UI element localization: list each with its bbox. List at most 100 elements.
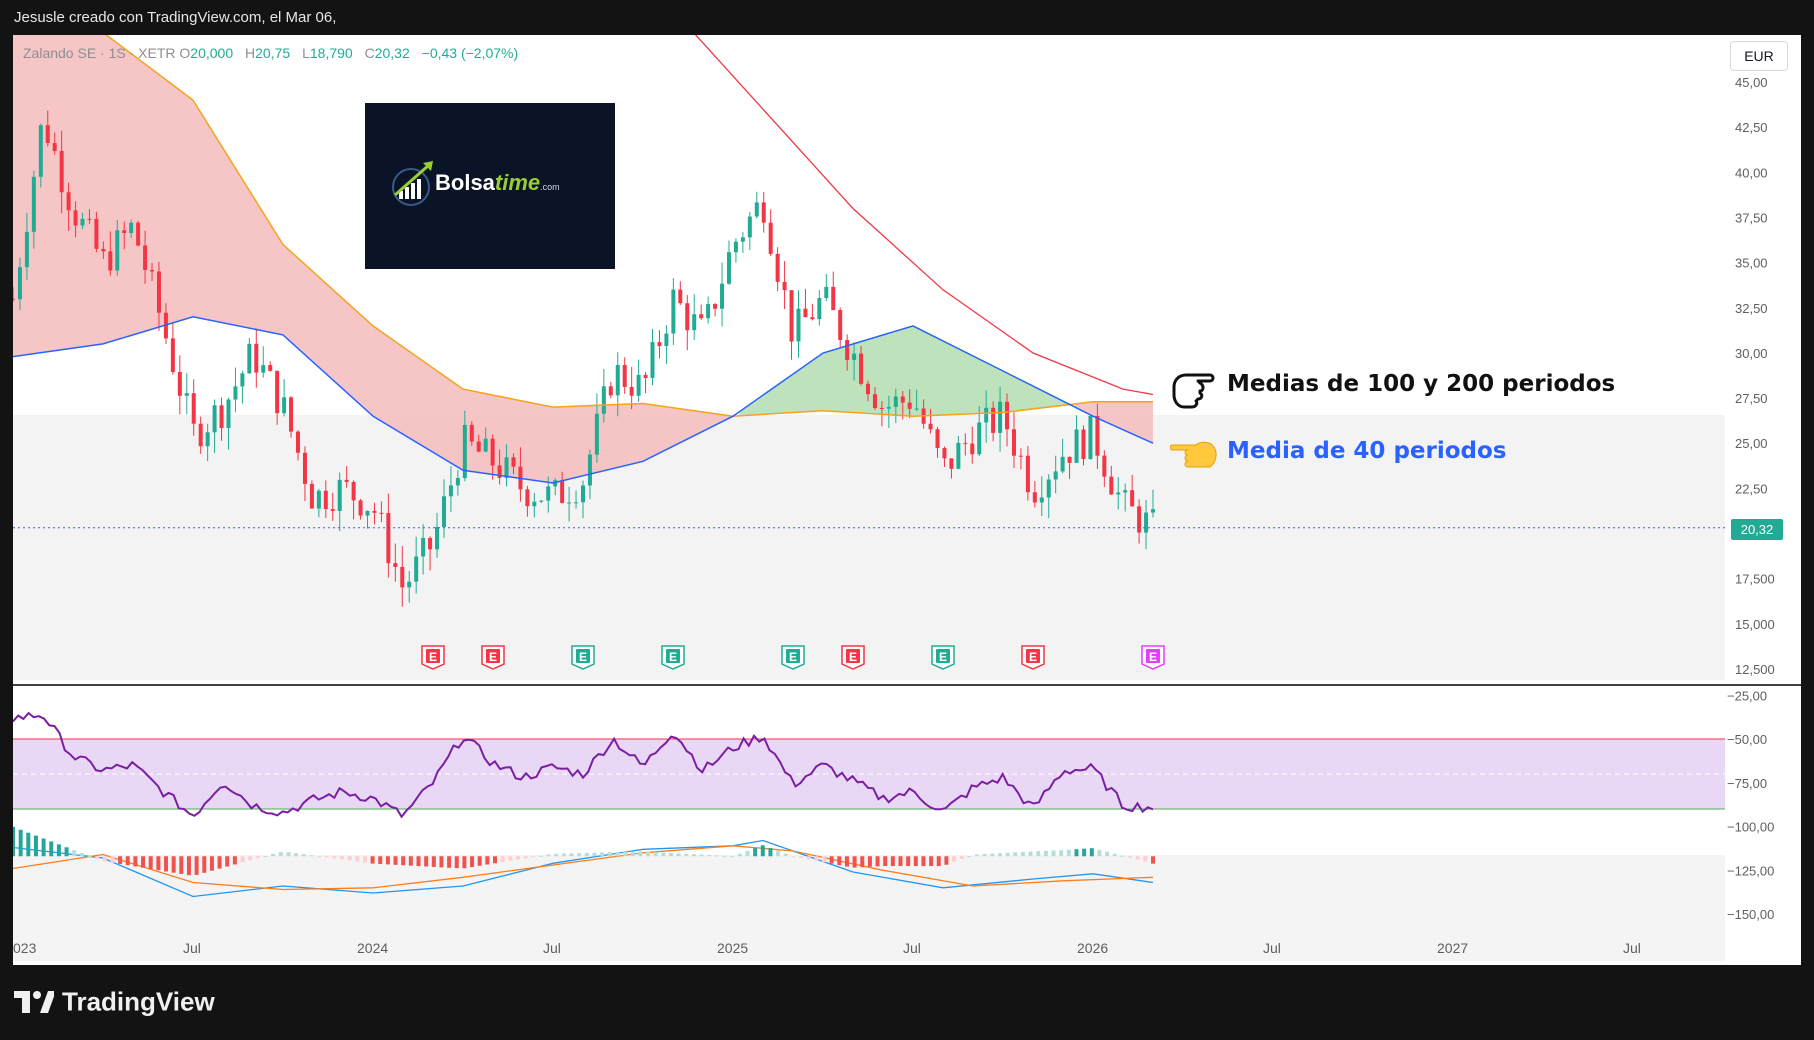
- macd-hist-bar: [13, 826, 15, 857]
- candle-body: [601, 386, 606, 414]
- chart-area[interactable]: 45,00 42,50 40,00 37,50 35,00 32,50 30,00 27,50…: [13, 35, 1801, 965]
- earnings-marker-label: E: [789, 650, 797, 664]
- macd-hist-bar: [248, 856, 253, 861]
- open-value: 20,000: [190, 45, 234, 61]
- earnings-marker[interactable]: E: [1021, 645, 1045, 670]
- macd-hist-bar: [72, 850, 77, 857]
- macd-hist-bar: [829, 856, 834, 864]
- time-tick-label: Jul: [1623, 940, 1641, 956]
- macd-hist-bar: [339, 856, 344, 860]
- macd-hist-bar: [64, 847, 69, 857]
- earnings-marker-label: E: [429, 650, 437, 664]
- earnings-marker[interactable]: E: [481, 645, 505, 670]
- macd-hist-bar: [523, 856, 528, 859]
- candle-body: [629, 386, 634, 396]
- candle-body: [441, 496, 446, 528]
- price-tick-label: 37,50: [1735, 211, 1768, 226]
- candle-body: [956, 442, 961, 469]
- currency-selector[interactable]: EUR: [1730, 41, 1788, 71]
- macd-hist-bar: [538, 855, 543, 857]
- last-price-label: 20,32: [1731, 519, 1783, 540]
- candle-body: [1039, 497, 1044, 503]
- bolsatime-logo: Bolsatime.com: [365, 103, 615, 269]
- candle-body: [511, 457, 516, 467]
- candle-body: [372, 510, 377, 513]
- candle-body: [761, 202, 766, 223]
- macd-hist-bar: [921, 856, 926, 867]
- macd-hist-bar: [278, 851, 283, 857]
- lines-layer: [13, 35, 1725, 898]
- low-label: L: [302, 45, 310, 61]
- macd-hist-bar: [1135, 856, 1140, 860]
- macd-hist-bar: [959, 856, 964, 859]
- candle-body: [1137, 506, 1142, 533]
- macd-hist-bar: [1013, 852, 1018, 857]
- candle-body: [574, 502, 579, 504]
- earnings-marker[interactable]: E: [781, 645, 805, 670]
- macd-hist-bar: [730, 856, 735, 858]
- macd-hist-bar: [852, 856, 857, 868]
- macd-hist-bar: [508, 856, 513, 861]
- earnings-marker-label: E: [579, 650, 587, 664]
- candle-body: [156, 271, 161, 313]
- price-tick-label: 45,00: [1735, 75, 1768, 90]
- macd-hist-bar: [638, 851, 643, 857]
- earnings-marker[interactable]: E: [931, 645, 955, 670]
- macd-hist-bar: [768, 847, 773, 857]
- oscillator-tick-label: −75,00: [1727, 776, 1767, 791]
- macd-hist-bar: [18, 829, 23, 857]
- candles-layer: [13, 110, 1155, 607]
- macd-hist-bar: [133, 856, 138, 867]
- earnings-marker-label: E: [939, 650, 947, 664]
- candle-body: [344, 479, 349, 482]
- candle-body: [817, 298, 822, 320]
- ma-fill-layer: [13, 35, 1153, 483]
- macd-hist-bar: [355, 856, 360, 862]
- macd-hist-bar: [936, 856, 941, 867]
- macd-hist-bar: [913, 856, 918, 867]
- candle-body: [671, 289, 676, 334]
- candle-body: [462, 424, 467, 479]
- candle-body: [775, 253, 780, 282]
- macd-hist-bar: [799, 856, 804, 858]
- ma40-line: [13, 316, 1154, 484]
- macd-hist-bar: [141, 856, 146, 868]
- macd-hist-bar: [125, 856, 130, 866]
- macd-hist-bar: [546, 854, 551, 857]
- macd-hist-bar: [194, 856, 199, 875]
- candle-body: [45, 125, 50, 144]
- earnings-marker[interactable]: E: [841, 645, 865, 670]
- candle-body: [1088, 415, 1093, 460]
- earnings-marker[interactable]: E: [571, 645, 595, 670]
- candle-body: [935, 429, 940, 449]
- candle-body: [587, 454, 592, 486]
- background-shade: [13, 855, 1725, 961]
- annotation-ma-long: Medias de 100 y 200 periodos: [1227, 371, 1616, 397]
- macd-hist-bar: [668, 852, 673, 857]
- candle-body: [893, 396, 898, 407]
- earnings-marker-fill: [786, 649, 800, 663]
- chart-svg[interactable]: 45,00 42,50 40,00 37,50 35,00 32,50 30,00 27,50…: [13, 35, 1801, 965]
- earnings-marker[interactable]: E: [1141, 645, 1165, 670]
- chart-caption: Jesusle creado con TradingView.com, el M…: [14, 9, 337, 26]
- earnings-marker[interactable]: E: [421, 645, 445, 670]
- time-tick-label: Jul: [903, 940, 921, 956]
- macd-hist-bar: [623, 851, 628, 857]
- price-tick-label: 15,000: [1735, 617, 1775, 632]
- macd-hist-bar: [1066, 849, 1071, 857]
- candle-body: [80, 218, 85, 226]
- earnings-marker-label: E: [1029, 650, 1037, 664]
- candle-body: [733, 241, 738, 253]
- earnings-marker-label: E: [1149, 650, 1157, 664]
- time-tick-label: Jul: [183, 940, 201, 956]
- candle-body: [740, 237, 745, 242]
- oscillator-line: [13, 711, 1154, 819]
- macd-hist-bar: [554, 853, 559, 857]
- tradingview-wordmark: TradingView: [62, 986, 215, 1017]
- earnings-marker[interactable]: E: [661, 645, 685, 670]
- candle-body: [435, 527, 440, 550]
- candle-body: [650, 342, 655, 378]
- candle-body: [428, 537, 433, 550]
- macd-hist-bar: [424, 856, 429, 867]
